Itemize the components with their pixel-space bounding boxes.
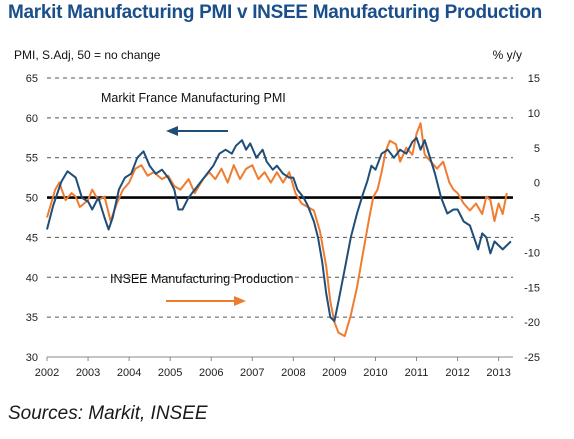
right-tick-label: 0 bbox=[534, 178, 540, 190]
left-tick-label: 55 bbox=[26, 153, 38, 165]
gridlines bbox=[47, 77, 513, 358]
right-tick-label: -15 bbox=[524, 282, 540, 294]
x-tick-label: 2002 bbox=[35, 367, 59, 379]
x-tick-label: 2006 bbox=[199, 367, 223, 379]
series-lines bbox=[46, 122, 512, 338]
series-line-pmi bbox=[46, 136, 512, 323]
annotation-pmi: Markit France Manufacturing PMI bbox=[101, 91, 286, 136]
right-tick-label: 5 bbox=[534, 143, 540, 155]
left-axis-label: PMI, S.Adj, 50 = no change bbox=[14, 48, 161, 62]
left-tick-label: 50 bbox=[26, 193, 38, 205]
left-tick-label: 65 bbox=[26, 73, 38, 85]
x-tick-label: 2012 bbox=[445, 367, 469, 379]
series-line-insee bbox=[46, 122, 508, 338]
x-axis-ticks: 2002 2003 2004 2005 2006 2007 2008 2009 2010 2011… bbox=[35, 357, 511, 379]
x-tick-label: 2005 bbox=[158, 367, 182, 379]
left-tick-label: 45 bbox=[26, 232, 38, 244]
x-tick-label: 2008 bbox=[281, 367, 305, 379]
x-tick-label: 2003 bbox=[76, 367, 100, 379]
left-tick-label: 35 bbox=[26, 312, 38, 324]
annotation-insee-arrowhead bbox=[234, 296, 246, 306]
left-axis-ticks: 65 60 55 50 45 40 35 30 bbox=[26, 73, 38, 364]
right-tick-label: -10 bbox=[524, 247, 540, 259]
annotation-insee: INSEE Manufacturing Production bbox=[110, 272, 293, 306]
right-tick-label: -25 bbox=[524, 352, 540, 364]
annotation-pmi-arrowhead bbox=[166, 126, 178, 136]
chart-title: Markit Manufacturing PMI v INSEE Manufac… bbox=[8, 2, 542, 23]
x-tick-label: 2013 bbox=[486, 367, 510, 379]
left-tick-label: 30 bbox=[26, 352, 38, 364]
left-tick-label: 40 bbox=[26, 272, 38, 284]
x-tick-label: 2009 bbox=[322, 367, 346, 379]
right-tick-label: 15 bbox=[528, 73, 540, 85]
annotation-insee-label: INSEE Manufacturing Production bbox=[110, 272, 293, 286]
right-axis-label: % y/y bbox=[493, 48, 522, 62]
x-tick-label: 2004 bbox=[117, 367, 141, 379]
x-tick-label: 2010 bbox=[363, 367, 387, 379]
right-axis-ticks: 15 10 5 0 -5 -10 -15 -20 -25 bbox=[524, 73, 540, 364]
right-tick-label: -5 bbox=[530, 213, 540, 225]
right-tick-label: -20 bbox=[524, 317, 540, 329]
source-note: Sources: Markit, INSEE bbox=[8, 403, 208, 424]
right-tick-label: 10 bbox=[528, 108, 540, 120]
x-tick-label: 2011 bbox=[405, 367, 429, 379]
annotation-pmi-label: Markit France Manufacturing PMI bbox=[101, 91, 286, 105]
left-tick-label: 60 bbox=[26, 113, 38, 125]
x-tick-label: 2007 bbox=[240, 367, 264, 379]
